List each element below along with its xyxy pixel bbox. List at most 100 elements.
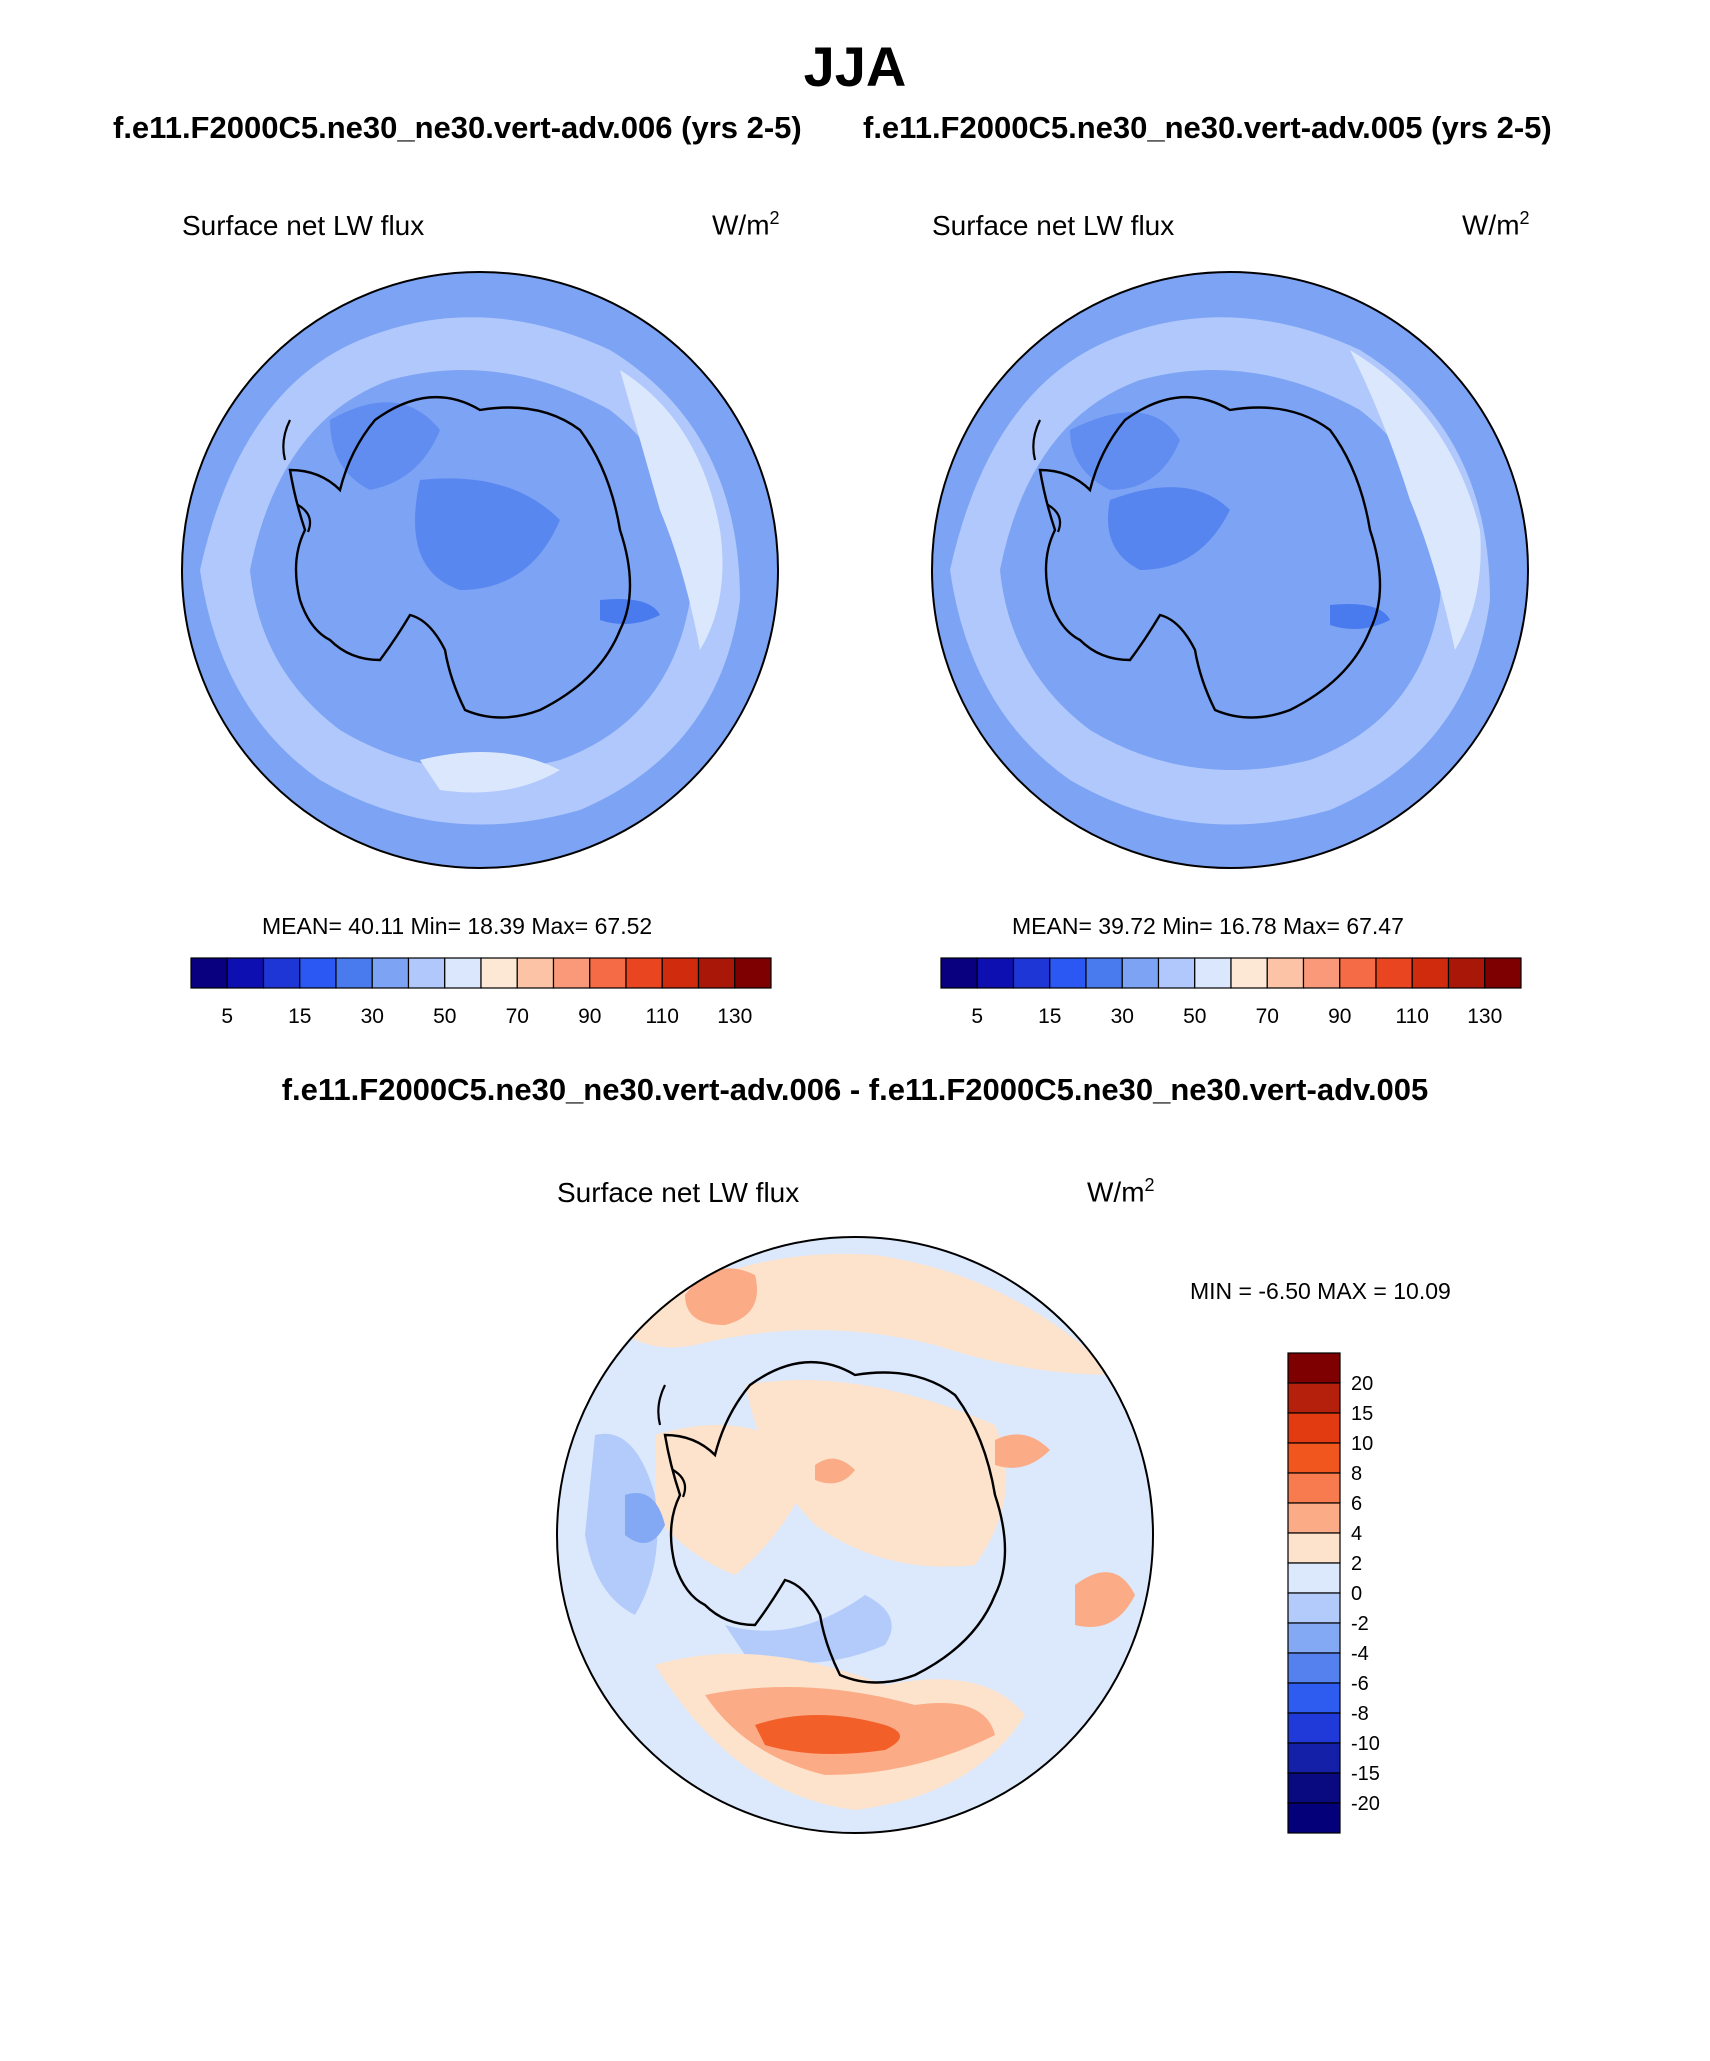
colorbar-tick-label: 50 <box>1183 1005 1206 1028</box>
left-run-title: f.e11.F2000C5.ne30_ne30.vert-adv.006 (yr… <box>113 110 802 145</box>
left-variable-label: Surface net LW flux <box>182 210 425 241</box>
colorbar-tick-label: -10 <box>1351 1733 1380 1755</box>
colorbar-swatch <box>1375 957 1413 989</box>
colorbar-tick-label: 2 <box>1351 1553 1362 1575</box>
colorbar-tick-label: -4 <box>1351 1643 1369 1665</box>
colorbar-swatch <box>976 957 1015 989</box>
difference-title: f.e11.F2000C5.ne30_ne30.vert-adv.006 - f… <box>281 1072 1429 1107</box>
colorbar-swatch <box>1447 957 1486 989</box>
left-polar-map <box>181 271 779 869</box>
contour-warm-east <box>1075 1572 1135 1627</box>
colorbar-tick-label: -20 <box>1351 1793 1380 1815</box>
colorbar-tick-label: 130 <box>1467 1005 1502 1028</box>
colorbar-swatch <box>1287 1382 1341 1414</box>
diff-units-label: W/m2 <box>1087 1175 1155 1208</box>
contour-band-light <box>620 370 723 650</box>
peninsula-coastline <box>282 419 312 533</box>
colorbar-tick-label: -15 <box>1351 1763 1380 1785</box>
left-colorbar: 5 15 30 50 70 90 110 130 <box>190 957 772 1028</box>
colorbar-tick-label: 30 <box>1111 1005 1134 1028</box>
contour-patch-dark-2 <box>600 599 660 624</box>
colorbar-tick-label: 110 <box>1396 1005 1429 1028</box>
peninsula-coastline <box>657 1384 687 1498</box>
colorbar-swatch <box>226 957 265 989</box>
contour-warm-spot <box>815 1458 855 1484</box>
right-units-label: W/m2 <box>1462 208 1530 241</box>
antarctica-coastline <box>288 395 632 719</box>
colorbar-swatch <box>371 957 410 989</box>
colorbar-swatch <box>1287 1532 1341 1564</box>
colorbar-tick-label: 0 <box>1351 1583 1362 1605</box>
contour-patch-dark-2 <box>1330 604 1390 629</box>
contour-warm-interior <box>745 1380 1007 1567</box>
colorbar-tick-label: 5 <box>971 1005 983 1028</box>
contour-cool-south <box>725 1595 892 1663</box>
colorbar-swatch <box>697 957 736 989</box>
colorbar-swatch <box>1287 1622 1341 1654</box>
colorbar-tick-label: 15 <box>1038 1005 1061 1028</box>
colorbar-swatch <box>1194 957 1232 989</box>
right-polar-map <box>931 271 1529 869</box>
peninsula-coastline <box>1032 419 1062 533</box>
contour-patch-dark <box>415 478 560 590</box>
colorbar-swatch <box>1287 1562 1341 1594</box>
colorbar-swatch <box>1266 957 1305 989</box>
contour-patch-light <box>420 752 560 793</box>
left-stats: MEAN= 40.11 Min= 18.39 Max= 67.52 <box>262 913 653 939</box>
colorbar-swatch <box>1411 957 1450 989</box>
colorbar-swatch <box>1287 1742 1341 1774</box>
colorbar-swatch <box>625 957 663 989</box>
contour-band-light <box>1350 350 1481 650</box>
colorbar-swatch <box>1484 957 1522 989</box>
colorbar-swatch <box>190 957 228 989</box>
colorbar-swatch <box>1085 957 1123 989</box>
contour-warm-spot-2 <box>995 1434 1050 1468</box>
page-title: JJA <box>803 35 907 98</box>
colorbar-tick-label: 30 <box>361 1005 384 1028</box>
colorbar-swatch <box>1287 1472 1341 1504</box>
colorbar-tick-label: 6 <box>1351 1493 1362 1515</box>
colorbar-tick-label: 90 <box>1328 1005 1351 1028</box>
antarctica-coastline <box>663 1360 1007 1684</box>
colorbar-swatch <box>1287 1712 1341 1744</box>
colorbar-swatch <box>589 957 627 989</box>
colorbar-tick-label: 10 <box>1351 1433 1373 1455</box>
difference-polar-map <box>556 1236 1154 1834</box>
colorbar-swatch <box>552 957 591 989</box>
colorbar-swatch <box>661 957 700 989</box>
right-run-title: f.e11.F2000C5.ne30_ne30.vert-adv.005 (yr… <box>863 110 1552 145</box>
colorbar-swatch <box>1287 1772 1341 1804</box>
contour-cool-patch <box>625 1493 665 1543</box>
map-boundary-circle <box>931 271 1529 869</box>
colorbar-tick-label: 70 <box>1256 1005 1279 1028</box>
contour-warm-patch <box>685 1268 757 1325</box>
map-boundary-circle <box>556 1236 1154 1834</box>
colorbar-swatch <box>1287 1352 1341 1384</box>
colorbar-tick-label: 90 <box>578 1005 601 1028</box>
colorbar-swatch <box>1287 1682 1341 1714</box>
colorbar-tick-label: 130 <box>717 1005 752 1028</box>
colorbar-tick-label: 50 <box>433 1005 456 1028</box>
diff-variable-label: Surface net LW flux <box>557 1177 800 1208</box>
right-stats: MEAN= 39.72 Min= 16.78 Max= 67.47 <box>1012 913 1404 939</box>
colorbar-tick-label: -2 <box>1351 1613 1369 1635</box>
colorbar-swatch <box>1012 957 1051 989</box>
colorbar-swatch <box>1287 1442 1341 1474</box>
colorbar-swatch <box>1121 957 1160 989</box>
colorbar-swatch <box>516 957 555 989</box>
colorbar-tick-label: 70 <box>506 1005 529 1028</box>
colorbar-swatch <box>299 957 337 989</box>
colorbar-swatch <box>940 957 978 989</box>
left-units-label: W/m2 <box>712 208 780 241</box>
contour-hot-core <box>755 1715 900 1754</box>
colorbar-tick-label: -6 <box>1351 1673 1369 1695</box>
colorbar-swatch <box>1287 1412 1341 1444</box>
colorbar-tick-label: -8 <box>1351 1703 1369 1725</box>
colorbar-tick-label: 5 <box>221 1005 233 1028</box>
colorbar-swatch <box>1287 1502 1341 1534</box>
colorbar-swatch <box>480 957 518 989</box>
colorbar-tick-label: 4 <box>1351 1523 1362 1545</box>
right-variable-label: Surface net LW flux <box>932 210 1175 241</box>
colorbar-swatch <box>1339 957 1377 989</box>
